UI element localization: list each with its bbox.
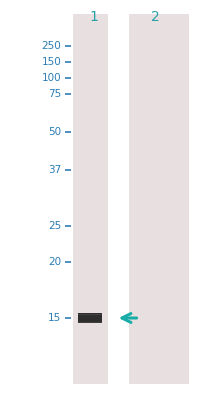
Text: 2: 2	[151, 10, 159, 24]
Text: 37: 37	[48, 165, 61, 175]
Text: 75: 75	[48, 89, 61, 99]
Bar	[72, 14, 107, 384]
Bar	[129, 14, 188, 384]
Text: 100: 100	[42, 73, 61, 83]
Text: 150: 150	[42, 57, 61, 67]
Text: 1: 1	[89, 10, 98, 24]
Bar	[78, 313, 102, 323]
Text: 250: 250	[42, 41, 61, 51]
Text: 15: 15	[48, 313, 61, 323]
Text: 20: 20	[48, 257, 61, 267]
Text: 50: 50	[48, 127, 61, 137]
Text: 25: 25	[48, 221, 61, 231]
